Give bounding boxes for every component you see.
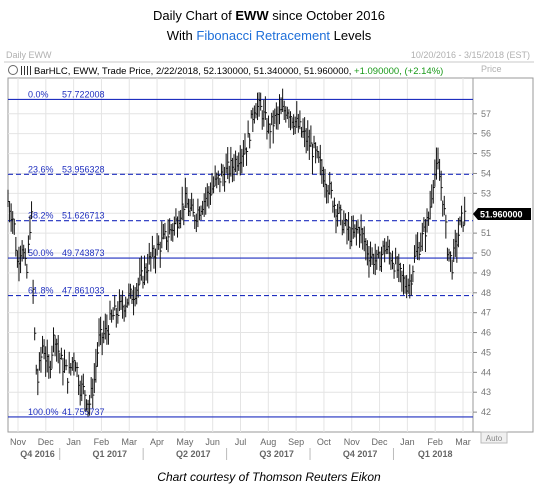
quarter-tick-label: Q1 2018 — [418, 449, 453, 459]
chart-title-line1: Daily Chart of EWW since October 2016 — [0, 8, 538, 23]
price-tick-label: 42 — [481, 407, 491, 417]
chart-title-line2: With Fibonacci Retracement Levels — [0, 28, 538, 43]
price-tick-label: 45 — [481, 347, 491, 357]
month-tick-label: Mar — [122, 437, 138, 447]
month-tick-label: Jun — [205, 437, 220, 447]
settings-circle-icon[interactable] — [8, 65, 18, 75]
price-tick-label: 51 — [481, 228, 491, 238]
fib-level-percent: 0.0% — [28, 89, 49, 99]
price-tick-label: 57 — [481, 109, 491, 119]
chart-caption: Chart courtesy of Thomson Reuters Eikon — [157, 470, 381, 484]
ohlc-text: BarHLC, EWW, Trade Price, 2/22/2018, 52.… — [34, 66, 355, 77]
price-tick-label: 44 — [481, 367, 491, 377]
month-tick-label: Aug — [260, 437, 276, 447]
price-tick-label: 53 — [481, 188, 491, 198]
auto-scale-button[interactable] — [480, 431, 508, 444]
title-line2-suffix: Levels — [330, 28, 372, 43]
price-tick-label: 48 — [481, 288, 491, 298]
month-tick-label: Dec — [372, 437, 389, 447]
price-tick-label: 43 — [481, 387, 491, 397]
fib-level-value: 53.956328 — [62, 164, 105, 174]
price-axis-frame — [472, 77, 534, 433]
price-tick-label: 54 — [481, 168, 491, 178]
title-prefix: Daily Chart of — [153, 8, 236, 23]
fib-level-percent: 38.2% — [28, 211, 54, 221]
fib-level-value: 41.755737 — [62, 407, 105, 417]
price-tick-label: 55 — [481, 149, 491, 159]
title-suffix: since October 2016 — [268, 8, 385, 23]
fib-level-percent: 50.0% — [28, 248, 54, 258]
title-line2-prefix: With — [166, 28, 197, 43]
ohlc-change: +1.090000, (+2.14%) — [354, 66, 444, 77]
month-tick-label: Nov — [10, 437, 27, 447]
panel-name: Daily EWW — [6, 50, 52, 60]
panel-date-range: 10/20/2016 - 3/15/2018 (EST) — [410, 50, 530, 60]
month-tick-label: Feb — [427, 437, 443, 447]
price-tick-label: 49 — [481, 268, 491, 278]
price-tick-label: 46 — [481, 328, 491, 338]
title-line2-highlight: Fibonacci Retracement — [196, 28, 331, 43]
title-ticker: EWW — [235, 8, 269, 23]
ohlc-readout: BarHLC, EWW, Trade Price, 2/22/2018, 52.… — [8, 65, 443, 77]
price-tick-label: 56 — [481, 129, 491, 139]
price-tick-label: 47 — [481, 308, 491, 318]
fib-level-value: 57.722008 — [62, 89, 105, 99]
month-tick-label: Mar — [455, 437, 471, 447]
fib-level-value: 51.626713 — [62, 211, 105, 221]
month-tick-label: Nov — [344, 437, 361, 447]
month-tick-label: Apr — [150, 437, 164, 447]
price-axis-title: Price — [481, 64, 502, 74]
fib-level-percent: 61.8% — [28, 286, 54, 296]
fib-level-percent: 100.0% — [28, 407, 59, 417]
month-tick-label: May — [176, 437, 194, 447]
auto-scale-label: Auto — [486, 434, 503, 443]
last-price-label: 51.960000 — [480, 210, 523, 220]
quarter-tick-label: Q2 2017 — [176, 449, 211, 459]
month-tick-label: Oct — [317, 437, 332, 447]
price-bars-group — [7, 88, 467, 417]
month-tick-label: Jan — [66, 437, 81, 447]
quarter-tick-label: Q3 2017 — [259, 449, 294, 459]
quarter-tick-label: Q4 2017 — [343, 449, 378, 459]
quarter-tick-label: Q4 2016 — [20, 449, 55, 459]
fib-level-value: 47.861033 — [62, 286, 105, 296]
price-tick-label: 50 — [481, 248, 491, 258]
panel-header: Daily EWW 10/20/2016 - 3/15/2018 (EST) — [4, 50, 534, 64]
month-tick-label: Jan — [400, 437, 415, 447]
fib-level-percent: 23.6% — [28, 164, 54, 174]
month-tick-label: Dec — [38, 437, 55, 447]
month-tick-label: Sep — [288, 437, 304, 447]
quarter-tick-label: Q1 2017 — [93, 449, 128, 459]
fib-level-value: 49.743873 — [62, 248, 105, 258]
month-tick-label: Jul — [235, 437, 247, 447]
bar-hlc-icon — [21, 66, 31, 75]
last-price-tag — [473, 208, 531, 221]
month-tick-label: Feb — [94, 437, 110, 447]
